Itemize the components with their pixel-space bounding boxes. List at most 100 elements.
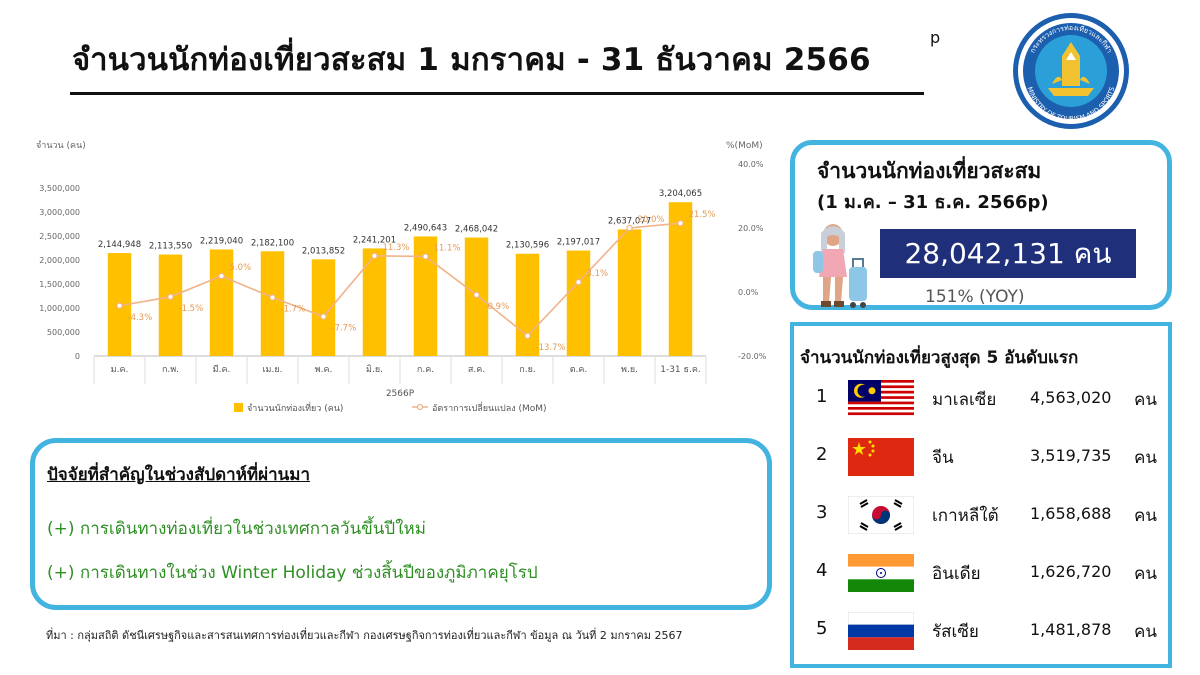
y-tick-label: 0: [75, 352, 80, 361]
mom-value-label: -7.7%: [332, 324, 357, 334]
rank-number: 4: [816, 560, 828, 581]
y-tick-label: 1,500,000: [39, 280, 80, 289]
legend-line-label: อัตราการเปลี่ยนแปลง (MoM): [432, 401, 547, 414]
mom-value-label: 11.3%: [383, 243, 410, 253]
x-axis-title: 2566P: [386, 389, 415, 399]
tourist-count: 4,563,020: [1030, 388, 1112, 407]
y-tick-label: 3,000,000: [39, 208, 80, 217]
mom-point: [524, 332, 531, 340]
bar: [209, 249, 234, 356]
factor-item: (+) การเดินทางในช่วง Winter Holiday ช่วง…: [47, 563, 538, 583]
summary-title: จำนวนนักท่องเที่ยวสะสม: [817, 159, 1042, 183]
mom-point: [116, 302, 123, 309]
rank-number: 3: [816, 502, 828, 523]
mom-value-label: 21.5%: [689, 210, 716, 220]
y2-tick-label: 20.0%: [738, 224, 764, 233]
key-factors-box: ปัจจัยที่สำคัญในช่วงสัปดาห์ที่ผ่านมา (+)…: [30, 438, 772, 610]
x-tick-label: พ.ย.: [621, 365, 638, 375]
list-item: 4 อินเดีย 1,626,720 คน: [794, 554, 1168, 594]
mom-point: [218, 272, 225, 280]
country-name: เกาหลีใต้: [932, 506, 999, 526]
count-unit: คน: [1134, 622, 1157, 642]
tourist-count: 1,481,878: [1030, 620, 1112, 639]
country-name: อินเดีย: [932, 564, 981, 584]
mom-point: [575, 278, 582, 286]
y-tick-label: 3,500,000: [39, 184, 80, 193]
bar-value-label: 2,468,042: [455, 225, 498, 235]
count-unit: คน: [1134, 564, 1157, 584]
count-unit: คน: [1134, 506, 1157, 526]
mom-value-label: 11.1%: [434, 243, 461, 253]
y2-axis-title: %(MoM): [726, 141, 763, 151]
country-name: จีน: [932, 448, 954, 468]
india-flag-icon: [848, 554, 914, 592]
tourist-count: 1,626,720: [1030, 562, 1112, 581]
bar-value-label: 2,113,550: [149, 242, 192, 252]
y2-tick-label: -20.0%: [738, 352, 767, 361]
mom-point: [422, 253, 429, 260]
x-tick-label: เม.ย.: [262, 365, 282, 375]
monthly-tourist-chart: จำนวน (คน) %(MoM) 0 500,000 1,000,000 1,500,0…: [36, 140, 767, 414]
bar: [515, 253, 540, 356]
x-tick-label: มิ.ย.: [366, 364, 383, 375]
bar-value-label: 2,130,596: [506, 241, 549, 251]
count-unit: คน: [1134, 448, 1157, 468]
rank-number: 5: [816, 618, 828, 639]
y2-tick-label: 0.0%: [738, 288, 759, 297]
ministry-logo: กระทรวงการท่องเที่ยวและกีฬา MINISTRY OF …: [1013, 13, 1129, 129]
count-unit: คน: [1134, 390, 1157, 410]
bar: [158, 254, 183, 356]
x-tick-label: ส.ค.: [468, 365, 485, 375]
bar: [668, 202, 693, 356]
rank-number: 1: [816, 386, 828, 407]
mom-value-label: -1.7%: [281, 304, 306, 314]
bar-value-label: 3,204,065: [659, 189, 702, 199]
y-tick-label: 1,000,000: [39, 304, 80, 313]
mom-point: [167, 293, 174, 300]
bar: [311, 259, 336, 356]
bar-value-label: 2,013,852: [302, 246, 345, 256]
country-name: รัสเซีย: [932, 622, 979, 642]
legend-line-marker: [416, 403, 424, 411]
bar: [362, 248, 387, 356]
mom-value-label: 3.1%: [587, 269, 609, 279]
title-superscript: p: [930, 28, 941, 47]
mom-value-label: 20.0%: [638, 215, 665, 225]
russia-flag-icon: [848, 612, 914, 650]
y-axis-title: จำนวน (คน): [36, 140, 86, 151]
bar: [413, 236, 438, 356]
total-tourists-value: 28,042,131 คน: [880, 229, 1136, 278]
x-tick-label: ก.ย.: [519, 365, 535, 375]
yoy-growth: 151% (YOY): [925, 287, 1025, 307]
mom-point: [626, 224, 633, 232]
list-item: 2 จีน 3,519,735 คน: [794, 438, 1168, 478]
factor-item: (+) การเดินทางท่องเที่ยวในช่วงเทศกาลวันข…: [47, 519, 426, 539]
list-item: 3 เกาหลีใต้ 1,658,688 คน: [794, 496, 1168, 536]
x-tick-label: มี.ค.: [213, 364, 231, 375]
malaysia-flag-icon: [848, 380, 914, 418]
y2-tick-label: 40.0%: [738, 160, 764, 169]
factors-title: ปัจจัยที่สำคัญในช่วงสัปดาห์ที่ผ่านมา: [47, 465, 311, 485]
y-tick-label: 500,000: [47, 328, 80, 337]
mom-point: [320, 313, 327, 320]
mom-value-label: -1.5%: [179, 304, 204, 314]
x-tick-label: ก.พ.: [162, 365, 179, 375]
tourist-count: 3,519,735: [1030, 446, 1112, 465]
traveler-icon: [813, 224, 867, 308]
rank-number: 2: [816, 444, 828, 465]
mom-point: [269, 294, 276, 301]
y-tick-label: 2,500,000: [39, 232, 80, 241]
top5-countries-box: จำนวนนักท่องเที่ยวสูงสุด 5 อันดับแรก 1 ม…: [790, 322, 1172, 668]
legend-bar-swatch: [234, 403, 243, 412]
china-flag-icon: [848, 438, 914, 476]
x-tick-label: ก.ค.: [417, 365, 434, 375]
x-tick-label: 1-31 ธ.ค.: [660, 365, 701, 375]
x-tick-label: พ.ค.: [315, 365, 333, 375]
mom-value-label: 5.0%: [230, 263, 252, 273]
y-tick-label: 2,000,000: [39, 256, 80, 265]
bar-value-label: 2,144,948: [98, 240, 141, 250]
bar-value-label: 2,197,017: [557, 238, 600, 248]
list-item: 5 รัสเซีย 1,481,878 คน: [794, 612, 1168, 652]
bar-value-label: 2,219,040: [200, 236, 243, 246]
bar-value-label: 2,490,643: [404, 223, 447, 233]
